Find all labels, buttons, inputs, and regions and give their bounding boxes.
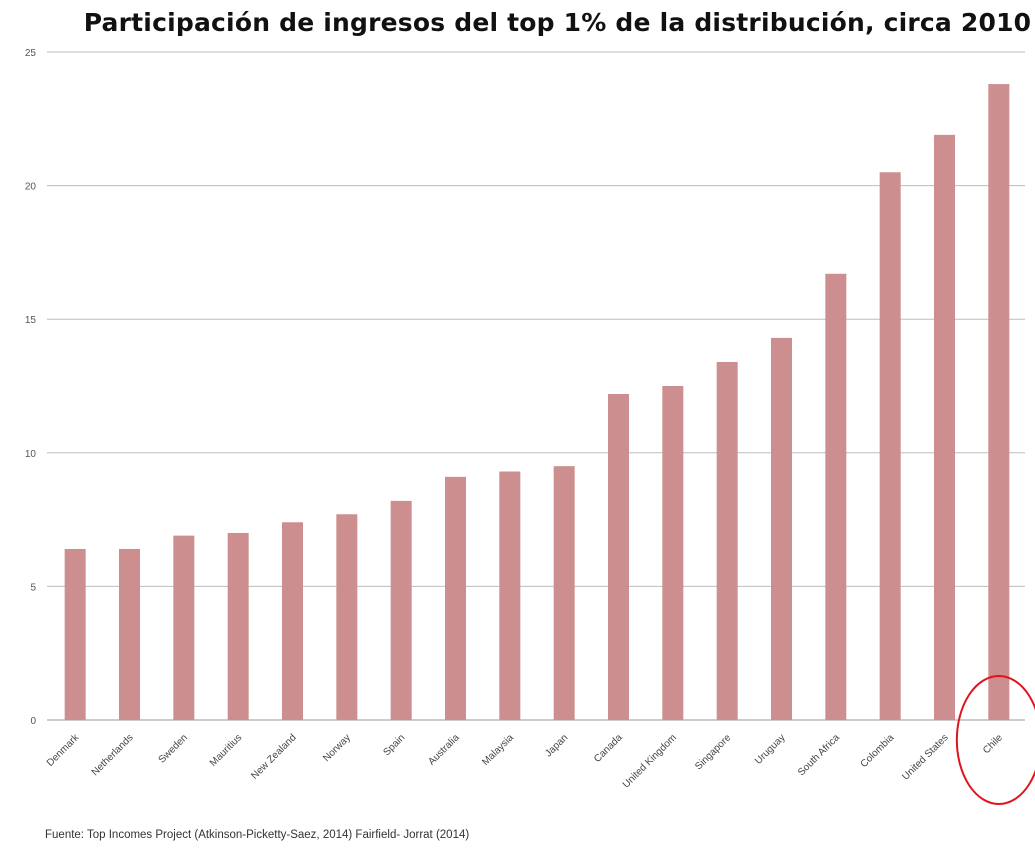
bar <box>662 386 684 720</box>
bar <box>227 532 249 720</box>
y-tick-label: 25 <box>25 48 37 59</box>
x-tick-label: Mauritius <box>208 732 244 768</box>
bar <box>445 476 466 720</box>
x-tick-label: Uruguay <box>753 732 788 767</box>
bars <box>64 84 1010 721</box>
bar <box>879 172 901 721</box>
x-axis-ticks: Denmark Netherlands Sweden Mauritius New Zea… <box>45 732 1005 791</box>
x-tick-label: Japan <box>543 732 570 759</box>
y-tick-label: 15 <box>25 315 37 326</box>
bar <box>553 466 575 720</box>
bar <box>825 273 847 720</box>
highlight-ellipse <box>955 675 1035 805</box>
x-tick-label: Sweden <box>157 732 190 765</box>
source-note: Fuente: Top Incomes Project (Atkinson-Pi… <box>45 829 470 841</box>
annotations <box>955 675 1035 805</box>
y-axis-ticks: 0 5 10 15 20 25 <box>25 48 37 727</box>
x-tick-label: South Africa <box>796 732 842 778</box>
x-tick-label: Singapore <box>693 732 733 772</box>
bar <box>119 548 140 720</box>
y-tick-label: 0 <box>30 716 36 727</box>
x-tick-label: Chile <box>981 732 1005 756</box>
x-tick-label: Denmark <box>45 732 82 769</box>
bar <box>173 535 195 720</box>
bar <box>988 84 1010 720</box>
y-tick-label: 20 <box>25 182 37 193</box>
chart-title: Participación de ingresos del top 1% de … <box>83 8 1032 37</box>
y-tick-label: 10 <box>25 449 37 460</box>
gridlines <box>47 51 1025 721</box>
x-tick-label: United States <box>900 732 950 782</box>
x-tick-label: Colombia <box>859 732 897 770</box>
bar <box>608 394 629 720</box>
x-tick-label: United Kingdom <box>621 732 679 790</box>
x-tick-label: Spain <box>381 732 407 758</box>
x-tick-label: New Zealand <box>249 732 298 781</box>
bar <box>336 514 358 720</box>
bar <box>64 548 86 720</box>
x-tick-label: Norway <box>321 732 353 764</box>
bar <box>282 522 303 720</box>
x-tick-label: Canada <box>592 732 625 765</box>
y-tick-label: 5 <box>30 582 36 593</box>
bar <box>499 471 521 720</box>
bar <box>771 337 792 720</box>
x-tick-label: Malaysia <box>480 732 516 768</box>
bar <box>716 361 738 720</box>
x-tick-label: Netherlands <box>90 732 136 778</box>
bar <box>390 500 412 720</box>
x-tick-label: Australia <box>426 732 462 768</box>
bar <box>934 134 955 720</box>
